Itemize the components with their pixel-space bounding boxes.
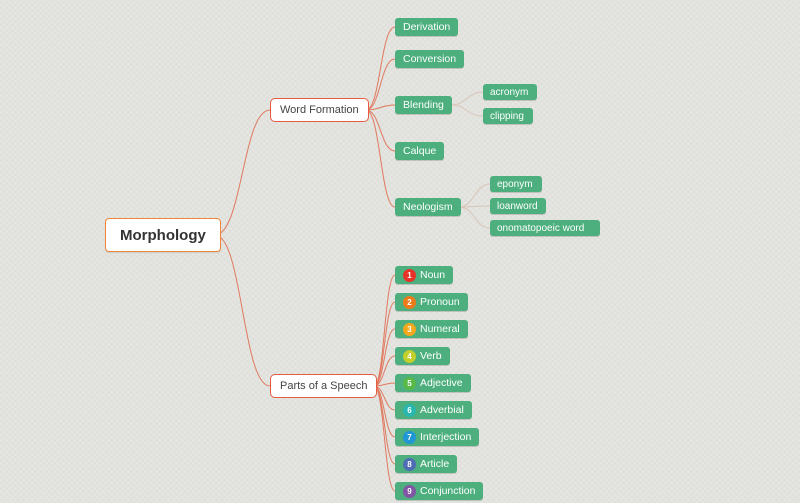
- node-label: Conversion: [403, 53, 456, 65]
- node-label: Numeral: [420, 323, 460, 335]
- category-wf: Word Formation: [270, 98, 369, 122]
- root-label: Morphology: [120, 227, 206, 244]
- node-label: Derivation: [403, 21, 450, 33]
- wf-node-conv: Conversion: [395, 50, 464, 68]
- wf-node-epo: eponym: [490, 176, 542, 192]
- ps-node-pron: 2 Pronoun: [395, 293, 468, 311]
- wf-node-clip: clipping: [483, 108, 533, 124]
- number-badge: 9: [403, 485, 416, 498]
- ps-node-conj: 9 Conjunction: [395, 482, 483, 500]
- ps-node-adv: 6 Adverbial: [395, 401, 472, 419]
- wf-node-deriv: Derivation: [395, 18, 458, 36]
- number-badge: 1: [403, 269, 416, 282]
- ps-node-verb: 4 Verb: [395, 347, 450, 365]
- node-label: Article: [420, 458, 449, 470]
- node-label: clipping: [490, 111, 524, 122]
- number-badge: 8: [403, 458, 416, 471]
- category-label: Parts of a Speech: [280, 380, 367, 392]
- number-badge: 2: [403, 296, 416, 309]
- node-label: Interjection: [420, 431, 471, 443]
- number-badge: 5: [403, 377, 416, 390]
- ps-node-noun: 1 Noun: [395, 266, 453, 284]
- ps-node-adj: 5 Adjective: [395, 374, 471, 392]
- node-label: Noun: [420, 269, 445, 281]
- number-badge: 7: [403, 431, 416, 444]
- node-label: Conjunction: [420, 485, 475, 497]
- wf-node-acr: acronym: [483, 84, 537, 100]
- number-badge: 4: [403, 350, 416, 363]
- node-label: acronym: [490, 87, 528, 98]
- wf-node-ono: onomatopoeic word: [490, 220, 600, 236]
- wf-node-neo: Neologism: [395, 198, 461, 216]
- node-label: loanword: [497, 201, 538, 212]
- ps-node-num: 3 Numeral: [395, 320, 468, 338]
- node-label: onomatopoeic word: [497, 223, 584, 234]
- ps-node-intj: 7 Interjection: [395, 428, 479, 446]
- node-label: Verb: [420, 350, 442, 362]
- node-label: Blending: [403, 99, 444, 111]
- node-label: Adverbial: [420, 404, 464, 416]
- node-label: Adjective: [420, 377, 463, 389]
- node-label: eponym: [497, 179, 533, 190]
- wf-node-calq: Calque: [395, 142, 444, 160]
- number-badge: 6: [403, 404, 416, 417]
- root-node: Morphology: [105, 218, 221, 252]
- wf-node-loan: loanword: [490, 198, 546, 214]
- node-label: Calque: [403, 145, 436, 157]
- ps-node-art: 8 Article: [395, 455, 457, 473]
- node-label: Neologism: [403, 201, 453, 213]
- category-label: Word Formation: [280, 104, 359, 116]
- category-ps: Parts of a Speech: [270, 374, 377, 398]
- node-label: Pronoun: [420, 296, 460, 308]
- number-badge: 3: [403, 323, 416, 336]
- wf-node-blend: Blending: [395, 96, 452, 114]
